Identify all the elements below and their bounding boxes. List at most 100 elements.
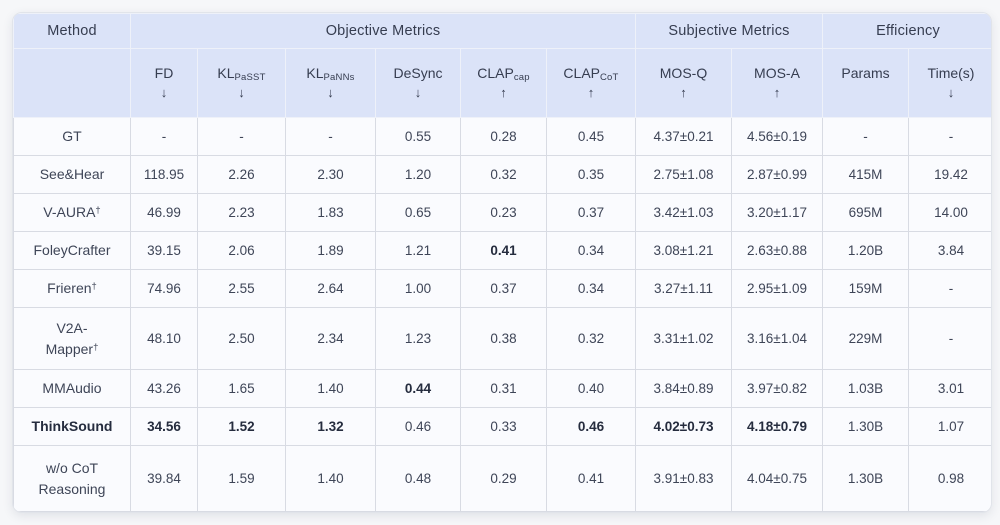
table-cell: 39.15 (130, 231, 198, 270)
table-cell: 0.23 (460, 193, 547, 232)
method-cell: V-AURA† (13, 193, 131, 232)
method-name: See&Hear (39, 166, 105, 182)
table-cell: 0.37 (460, 269, 547, 308)
group-header-subjective-metrics: Subjective Metrics (635, 13, 823, 49)
up-arrow-icon: ↑ (773, 85, 781, 101)
dagger-mark: † (93, 341, 99, 353)
results-table-card: Method Objective Metrics Subjective Metr… (12, 12, 992, 513)
table-cell: 1.59 (197, 445, 286, 512)
up-arrow-icon: ↑ (680, 85, 687, 101)
table-cell: 3.08±1.21 (635, 231, 732, 270)
table-cell: 0.34 (546, 231, 636, 270)
table-cell: 3.84±0.89 (635, 369, 732, 408)
table-cell: 2.55 (197, 269, 286, 308)
up-arrow-icon: ↑ (587, 85, 595, 101)
table-cell: 1.03B (822, 369, 909, 408)
column-label: DeSync (393, 64, 443, 81)
table-cell-best: 0.46 (546, 407, 636, 446)
table-cell-best: 0.41 (460, 231, 547, 270)
column-header-desync: DeSync ↓ (375, 48, 461, 118)
column-label: KL (306, 64, 324, 81)
table-cell: 43.26 (130, 369, 198, 408)
table-cell: 39.84 (130, 445, 198, 512)
table-cell: 14.00 (907, 193, 991, 232)
column-header-mos-a: MOS-A ↑ (731, 48, 823, 118)
table-cell: 1.23 (375, 307, 461, 370)
column-header-time: Time(s) ↓ (907, 48, 991, 118)
table-cell: 0.55 (375, 117, 461, 156)
table-row-v2a-mapper: V2A- Mapper† 48.10 2.50 2.34 1.23 0.38 0… (13, 307, 991, 370)
table-cell: 2.06 (197, 231, 286, 270)
down-arrow-icon: ↓ (160, 85, 168, 101)
table-cell: 0.46 (375, 407, 461, 446)
table-cell: 2.64 (285, 269, 376, 308)
table-cell: 159M (822, 269, 909, 308)
method-cell: GT (13, 117, 131, 156)
dagger-mark: † (91, 281, 97, 292)
column-subscript: cap (513, 71, 530, 83)
group-header-method: Method (13, 13, 131, 49)
results-table: Method Objective Metrics Subjective Metr… (13, 13, 991, 512)
method-name: w/o CoT Reasoning (38, 459, 106, 497)
table-cell: 3.16±1.04 (731, 307, 823, 370)
table-cell: 3.84 (907, 231, 991, 270)
column-label: KL (217, 64, 235, 81)
table-cell: 0.34 (546, 269, 636, 308)
method-name: FoleyCrafter (33, 242, 111, 258)
method-name: GT (62, 128, 82, 144)
column-header-kl-passt: KLPaSST ↓ (197, 48, 286, 118)
table-cell: 1.00 (375, 269, 461, 308)
table-row-thinksound: ThinkSound 34.56 1.52 1.32 0.46 0.33 0.4… (13, 407, 991, 446)
table-cell: 0.65 (375, 193, 461, 232)
down-arrow-icon: ↓ (414, 85, 422, 101)
column-label: Time(s) (927, 64, 975, 81)
down-arrow-icon: ↓ (238, 85, 245, 101)
table-cell: 19.42 (907, 155, 991, 194)
table-row-foleycrafter: FoleyCrafter 39.15 2.06 1.89 1.21 0.41 0… (13, 231, 991, 270)
column-subscript: PaNNs (323, 71, 355, 83)
table-cell: 1.20B (822, 231, 909, 270)
down-arrow-icon: ↓ (947, 85, 955, 101)
table-row-vaura: V-AURA† 46.99 2.23 1.83 0.65 0.23 0.37 3… (13, 193, 991, 232)
table-cell: 4.56±0.19 (731, 117, 823, 156)
table-cell-best: 0.44 (375, 369, 461, 408)
table-cell-best: 34.56 (130, 407, 198, 446)
table-cell: 0.33 (460, 407, 547, 446)
table-cell: 2.30 (285, 155, 376, 194)
table-cell: 3.91±0.83 (635, 445, 732, 512)
column-label: CLAP (477, 64, 514, 81)
group-header-efficiency: Efficiency (821, 13, 991, 49)
table-cell: 0.28 (460, 117, 547, 156)
column-subscript: PaSST (234, 71, 266, 83)
table-cell: 3.20±1.17 (731, 193, 823, 232)
method-name: MMAudio (42, 380, 102, 396)
method-cell: FoleyCrafter (13, 231, 131, 270)
table-cell: 695M (822, 193, 909, 232)
table-cell: 0.40 (546, 369, 636, 408)
table-cell: 0.32 (460, 155, 547, 194)
table-cell: 3.27±1.11 (635, 269, 732, 308)
column-header-params: Params (822, 48, 909, 118)
table-cell: 0.37 (546, 193, 636, 232)
table-cell: 1.65 (197, 369, 286, 408)
table-cell: 0.29 (460, 445, 547, 512)
method-name: ThinkSound (31, 418, 113, 434)
table-cell: 3.42±1.03 (635, 193, 732, 232)
table-cell: 2.95±1.09 (731, 269, 823, 308)
table-cell: 3.97±0.82 (731, 369, 823, 408)
column-label: Params (841, 64, 890, 81)
table-cell: 0.35 (546, 155, 636, 194)
column-label: CLAP (563, 64, 600, 81)
group-header-objective-metrics: Objective Metrics (130, 13, 636, 49)
table-cell: - (130, 117, 198, 156)
table-row-frieren: Frieren† 74.96 2.55 2.64 1.00 0.37 0.34 … (13, 269, 991, 308)
table-cell: 415M (822, 155, 909, 194)
table-cell: 2.87±0.99 (731, 155, 823, 194)
table-cell-best: 1.52 (197, 407, 286, 446)
table-cell: - (907, 307, 991, 370)
table-cell-best: 4.02±0.73 (635, 407, 732, 446)
table-cell: 2.34 (285, 307, 376, 370)
table-cell: 2.26 (197, 155, 286, 194)
dagger-mark: † (95, 205, 101, 216)
table-cell: 0.38 (460, 307, 547, 370)
